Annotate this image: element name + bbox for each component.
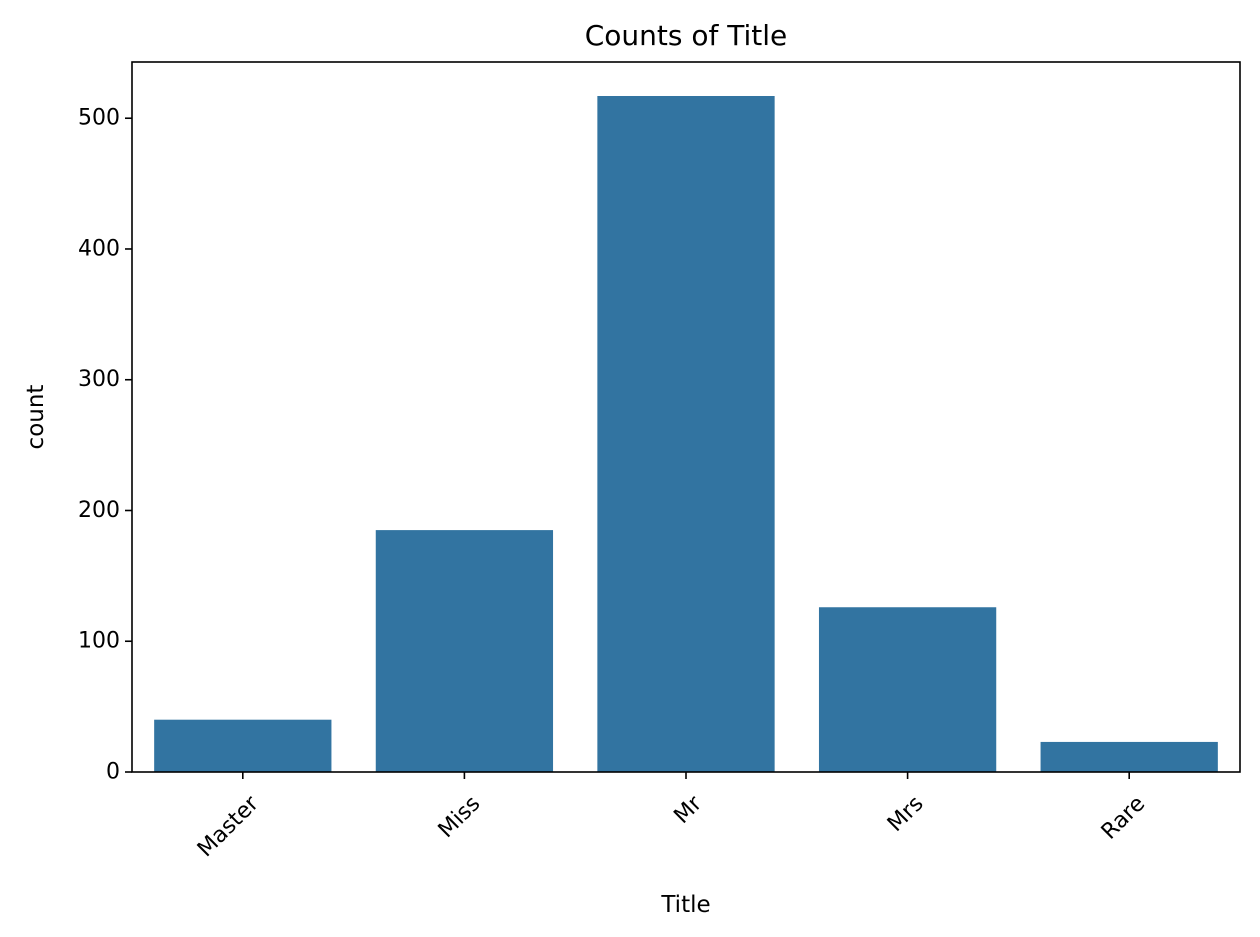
y-tick-label: 200: [78, 498, 120, 523]
y-tick-label: 300: [78, 367, 120, 392]
bar-miss: [375, 530, 554, 772]
y-tick-label: 0: [106, 760, 120, 785]
y-axis-label: count: [23, 385, 49, 450]
plot-frame: [131, 61, 1241, 773]
y-tick-label: 500: [78, 106, 120, 131]
y-tick-label: 100: [78, 629, 120, 654]
bar-mrs: [818, 607, 997, 772]
x-axis-label: Title: [660, 892, 710, 918]
y-tick-label: 400: [78, 236, 120, 261]
bar-master: [154, 719, 332, 772]
bar-mr: [597, 96, 775, 772]
y-axis-ticks: 0 100 200 300 400 500: [78, 106, 132, 785]
chart-title: Counts of Title: [585, 19, 788, 52]
bars-group: [154, 96, 1218, 772]
bar-rare: [1040, 741, 1218, 772]
